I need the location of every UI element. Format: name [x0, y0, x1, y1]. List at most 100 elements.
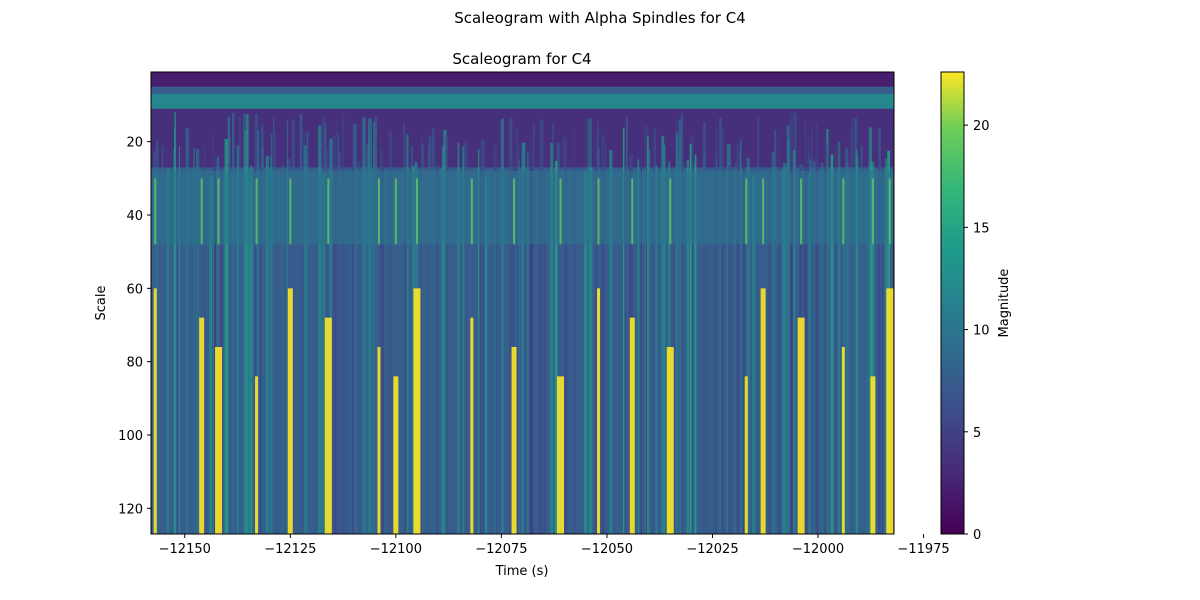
heatmap-texture-stripe — [261, 124, 264, 534]
high-magnitude-streak — [744, 376, 748, 534]
heatmap-texture-stripe — [281, 164, 285, 534]
heatmap-texture-stripe — [721, 129, 725, 534]
heatmap-texture-stripe — [274, 130, 277, 534]
colorbar-tick-label: 0 — [973, 528, 981, 543]
heatmap-texture-stripe — [321, 170, 324, 534]
heatmap-texture-stripe — [411, 146, 413, 534]
heatmap-texture-stripe — [892, 127, 894, 534]
heatmap-texture-stripe — [556, 142, 561, 534]
heatmap-texture-stripe — [851, 117, 853, 534]
heatmap-texture-stripe — [494, 172, 496, 534]
heatmap-texture-stripe — [770, 163, 773, 534]
heatmap-texture-stripe — [746, 158, 750, 534]
plot-frame — [150, 71, 895, 535]
heatmap-texture-stripe — [655, 165, 658, 534]
heatmap-texture-stripe — [563, 135, 565, 534]
heatmap-texture-stripe — [433, 128, 435, 534]
heatmap-texture-stripe — [686, 160, 689, 534]
heatmap-texture-stripe — [273, 118, 275, 534]
heatmap-texture-stripe — [604, 143, 607, 534]
heatmap-texture-stripe — [794, 112, 797, 534]
heatmap-texture-stripe — [193, 147, 195, 534]
heatmap-texture-stripe — [406, 134, 409, 534]
high-magnitude-streak — [841, 347, 845, 534]
heatmap-texture-stripe — [855, 149, 858, 534]
band-highlight — [154, 178, 157, 245]
heatmap-texture-stripe — [824, 143, 828, 534]
heatmap-texture-stripe — [837, 141, 841, 534]
heatmap-texture-stripe — [650, 177, 653, 534]
heatmap-texture-stripe — [218, 157, 220, 534]
heatmap-texture-stripe — [866, 171, 868, 534]
heatmap-texture-stripe — [361, 160, 363, 534]
x-tick-label: −12025 — [686, 542, 738, 557]
heatmap-texture-stripe — [543, 171, 546, 534]
heatmap-texture-stripe — [224, 138, 228, 534]
heatmap-texture-stripe — [427, 144, 431, 534]
high-magnitude-streak — [870, 376, 876, 534]
heatmap-texture-stripe — [675, 132, 678, 534]
heatmap-texture-stripe — [174, 112, 176, 534]
colorbar-label: Magnitude — [997, 269, 1012, 338]
heatmap-texture-stripe — [860, 145, 863, 534]
heatmap-texture-stripe — [830, 154, 834, 534]
heatmap-texture-stripe — [500, 120, 503, 534]
heatmap-texture-stripe — [212, 176, 214, 534]
x-tick-label: −12000 — [792, 542, 844, 557]
heatmap-texture-stripe — [870, 161, 875, 534]
heatmap-texture-stripe — [265, 155, 269, 534]
heatmap-texture-stripe — [515, 128, 519, 534]
heatmap-texture-stripe — [868, 148, 870, 534]
band-highlight — [669, 178, 672, 245]
heatmap-texture-stripe — [648, 149, 651, 534]
heatmap-texture-stripe — [664, 144, 666, 534]
heatmap-texture-stripe — [850, 125, 852, 534]
y-tick-label: 40 — [126, 209, 143, 224]
heatmap-texture-stripe — [245, 114, 249, 534]
heatmap-texture-stripe — [693, 163, 696, 534]
heatmap-texture-stripe — [786, 125, 790, 534]
heatmap-texture-stripe — [554, 160, 558, 534]
heatmap-texture-stripe — [358, 160, 361, 534]
heatmap-texture-stripe — [846, 163, 849, 534]
band-highlight — [631, 178, 634, 245]
band-highlight — [200, 178, 203, 245]
heatmap-texture-stripe — [299, 113, 303, 534]
heatmap-texture-stripe — [481, 140, 485, 534]
band-highlight — [327, 178, 330, 245]
heatmap-texture-stripe — [243, 113, 245, 534]
heatmap-texture-stripe — [789, 113, 794, 534]
heatmap-texture-stripe — [672, 176, 676, 534]
x-axis-ticks: −12150 −12125 −12100 −12075 −12050 −12025 −120… — [159, 534, 950, 557]
heatmap-texture-stripe — [807, 172, 811, 534]
heatmap-texture-stripe — [767, 171, 771, 534]
high-magnitude-streak — [413, 288, 421, 534]
heatmap-texture-stripe — [420, 135, 424, 534]
heatmap-texture-stripe — [527, 151, 529, 534]
colorbar-tick-label: 10 — [973, 324, 990, 339]
heatmap-texture-stripe — [366, 144, 370, 534]
heatmap-texture-stripe — [589, 167, 593, 534]
high-magnitude-streak — [287, 288, 293, 534]
heatmap-texture-stripe — [752, 175, 756, 534]
heatmap-texture-stripe — [538, 170, 541, 534]
heatmap-texture-stripe — [353, 123, 357, 534]
heatmap-texture-stripe — [803, 119, 807, 534]
heatmap-texture-stripe — [640, 150, 642, 534]
y-tick-label: 20 — [126, 136, 143, 151]
heatmap-texture-stripe — [196, 148, 200, 534]
heatmap-texture-stripe — [689, 143, 692, 534]
x-tick-label: −12100 — [370, 542, 422, 557]
heatmap-texture-stripe — [345, 172, 348, 534]
high-magnitude-streak — [324, 317, 332, 534]
heatmap-texture-stripe — [156, 141, 159, 534]
heatmap-texture-stripe — [228, 163, 230, 534]
y-axis-label: Scale — [94, 286, 109, 321]
band-highlight — [289, 178, 292, 245]
heatmap-texture-stripe — [637, 159, 640, 534]
band-highlight — [842, 178, 845, 245]
heatmap-texture-stripe — [478, 148, 480, 534]
heatmap-texture-stripe — [835, 145, 837, 534]
heatmap-texture-stripe — [388, 130, 393, 534]
heatmap-texture-stripe — [552, 122, 554, 534]
